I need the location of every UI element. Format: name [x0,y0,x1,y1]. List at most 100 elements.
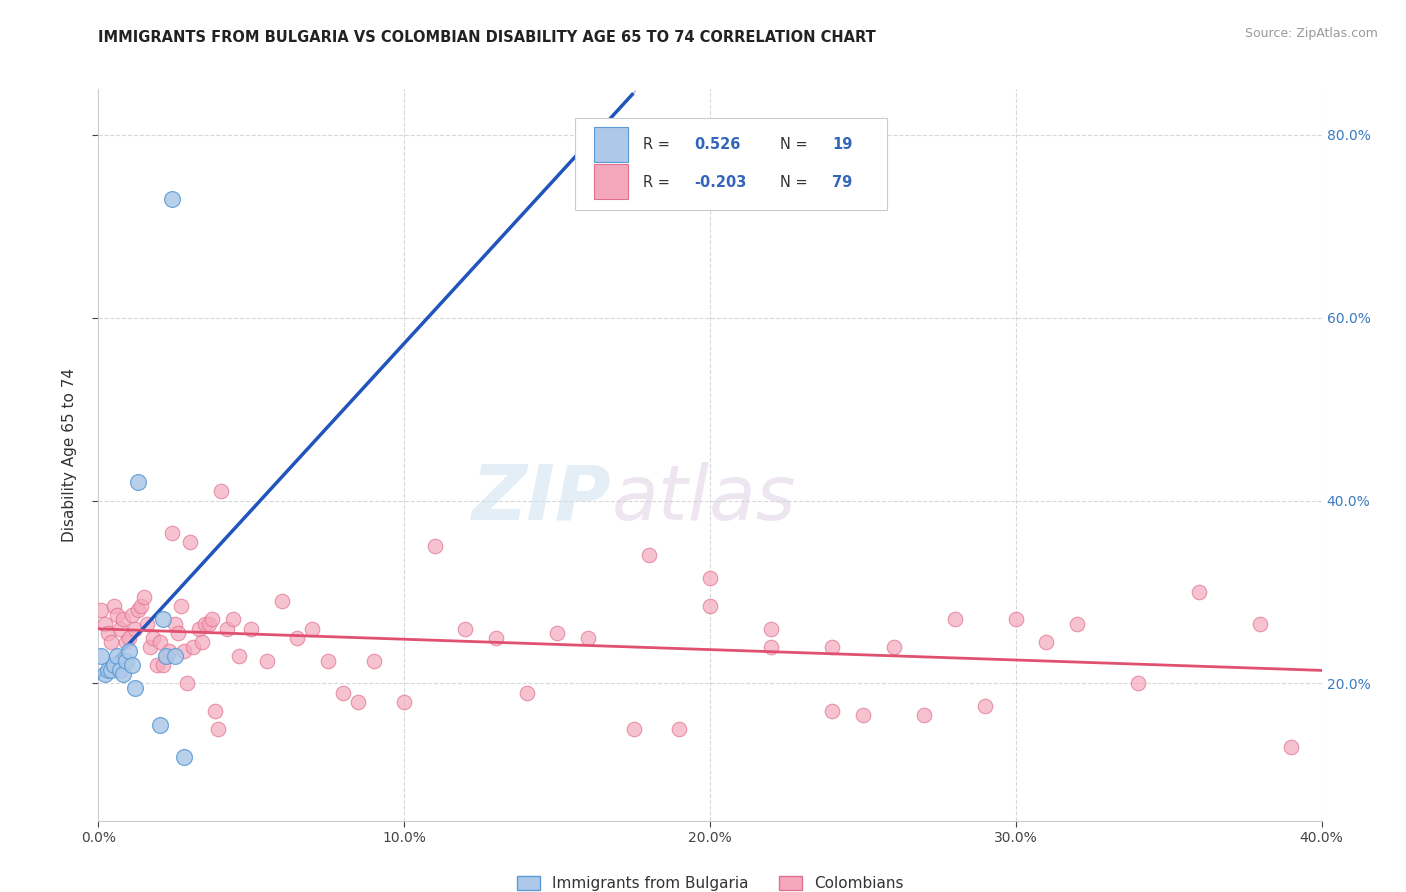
Point [121,658,143,673]
Text: 79: 79 [832,175,852,190]
Point [759,640,782,654]
Point [240,622,263,636]
Point [121,607,143,622]
Point [124,681,146,695]
Point [93,617,115,632]
Text: Source: ZipAtlas.com: Source: ZipAtlas.com [1244,27,1378,40]
Point [316,654,339,668]
Point [516,685,538,699]
Text: ZIP: ZIP [472,462,612,536]
Point [546,626,568,640]
Point [127,475,149,490]
Point [163,649,186,664]
Point [155,649,177,664]
Point [285,631,308,645]
Point [167,626,190,640]
Point [821,704,844,718]
Point [124,622,146,636]
Point [173,644,195,658]
Point [149,635,172,649]
Point [576,631,599,645]
Point [103,658,125,673]
Point [155,649,177,664]
Text: 0.526: 0.526 [695,136,741,152]
Point [173,749,195,764]
Point [301,622,323,636]
Point [142,631,165,645]
Point [93,667,115,681]
Point [485,631,508,645]
Point [197,617,219,632]
Point [115,635,138,649]
Text: N =: N = [780,175,813,190]
Point [100,635,122,649]
Point [136,617,159,632]
Point [100,663,122,677]
Point [103,599,125,613]
Point [759,622,782,636]
Point [204,704,226,718]
Point [347,695,370,709]
Point [1128,676,1150,690]
Point [883,640,905,654]
Point [160,192,183,206]
Point [160,525,183,540]
Point [637,549,661,563]
Point [97,663,120,677]
Point [97,626,120,640]
Point [105,649,128,664]
Point [90,649,112,664]
Point [181,640,204,654]
Point [129,599,152,613]
Text: N =: N = [780,136,813,152]
Point [1066,617,1088,632]
Y-axis label: Disability Age 65 to 74: Disability Age 65 to 74 [62,368,77,542]
Point [699,599,721,613]
Point [157,644,180,658]
Point [152,613,174,627]
Point [222,613,245,627]
Point [392,695,416,709]
Point [209,484,232,499]
Point [111,667,134,681]
Point [118,644,141,658]
Text: -0.203: -0.203 [695,175,747,190]
Point [105,607,128,622]
Point [111,613,134,627]
Point [163,617,186,632]
Point [821,640,844,654]
Point [176,676,198,690]
Point [215,622,238,636]
Point [1188,585,1211,599]
FancyBboxPatch shape [593,164,628,199]
Point [912,708,935,723]
Point [108,622,131,636]
Point [1004,613,1026,627]
Text: 19: 19 [832,136,852,152]
Point [974,699,997,714]
Point [191,635,214,649]
Point [90,603,112,617]
Point [454,622,477,636]
Point [207,723,229,737]
Point [668,723,690,737]
Point [363,654,385,668]
Text: R =: R = [643,175,675,190]
Text: atlas: atlas [612,462,797,536]
Text: R =: R = [643,136,675,152]
FancyBboxPatch shape [593,128,628,162]
Point [423,539,446,553]
FancyBboxPatch shape [575,119,887,210]
Point [1035,635,1057,649]
Point [149,717,172,731]
Point [332,685,354,699]
Point [127,603,149,617]
Point [1249,617,1271,632]
Point [852,708,875,723]
Point [134,590,156,604]
Point [170,599,193,613]
Point [200,613,222,627]
Point [145,658,167,673]
Point [623,723,645,737]
Point [139,640,162,654]
